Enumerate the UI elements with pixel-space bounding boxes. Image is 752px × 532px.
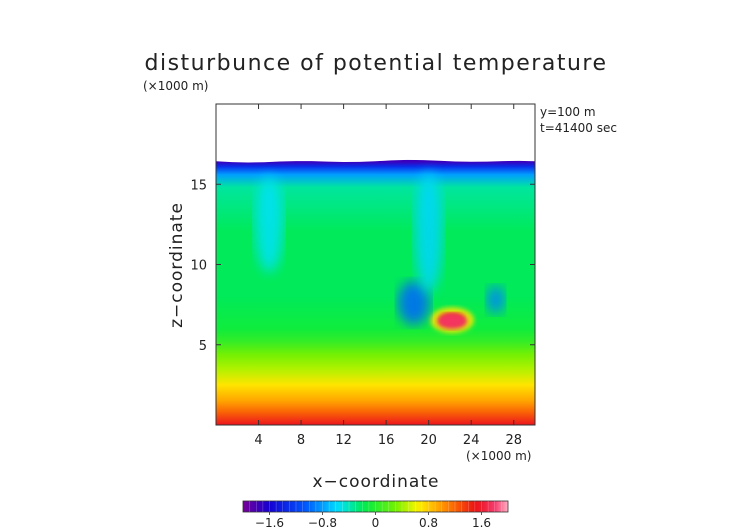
x-tick-label: 20 — [420, 433, 437, 448]
field-feature-cool-plume-left — [255, 176, 284, 273]
x-tick-label: 4 — [254, 433, 262, 448]
y-tick-label: 5 — [199, 339, 207, 354]
plot-area — [216, 104, 535, 425]
field-feature-cool-plume-center — [414, 172, 443, 293]
x-tick-label: 8 — [297, 433, 305, 448]
y-axis: 5 10 15 — [190, 178, 535, 354]
x-tick-label: 12 — [335, 433, 352, 448]
y-tick-label: 15 — [190, 178, 207, 193]
colorbar-tick-label: 0.8 — [419, 516, 438, 530]
y-tick-label: 10 — [190, 259, 207, 274]
chart-title: disturbunce of potential temperature — [145, 51, 608, 76]
field-feature-cool-ring-left — [397, 281, 430, 325]
annotation-y: y=100 m — [540, 105, 596, 119]
top-boundary — [216, 104, 535, 163]
colorbar-tick-label: 1.6 — [472, 516, 491, 530]
y-unit-label: (×1000 m) — [143, 79, 208, 93]
x-axis-label: x−coordinate — [313, 472, 440, 492]
colorbar: −1.6 −0.8 0 0.8 1.6 — [242, 500, 509, 530]
y-axis-label: z−coordinate — [167, 202, 187, 328]
field-feature-warm-bubble-core — [437, 313, 468, 330]
field-feature-cool-ring-right — [486, 285, 505, 314]
x-unit-label: (×1000 m) — [466, 449, 531, 463]
colorbar-tick-label: −1.6 — [255, 516, 284, 530]
x-tick-label: 24 — [463, 433, 480, 448]
field-features — [255, 172, 505, 334]
x-tick-label: 28 — [505, 433, 522, 448]
annotation-t: t=41400 sec — [540, 121, 617, 135]
x-axis: 4 8 12 16 20 24 28 — [254, 104, 522, 448]
colorbar-tick-label: 0 — [372, 516, 380, 530]
colorbar-tick-label: −0.8 — [308, 516, 337, 530]
x-tick-label: 16 — [378, 433, 395, 448]
